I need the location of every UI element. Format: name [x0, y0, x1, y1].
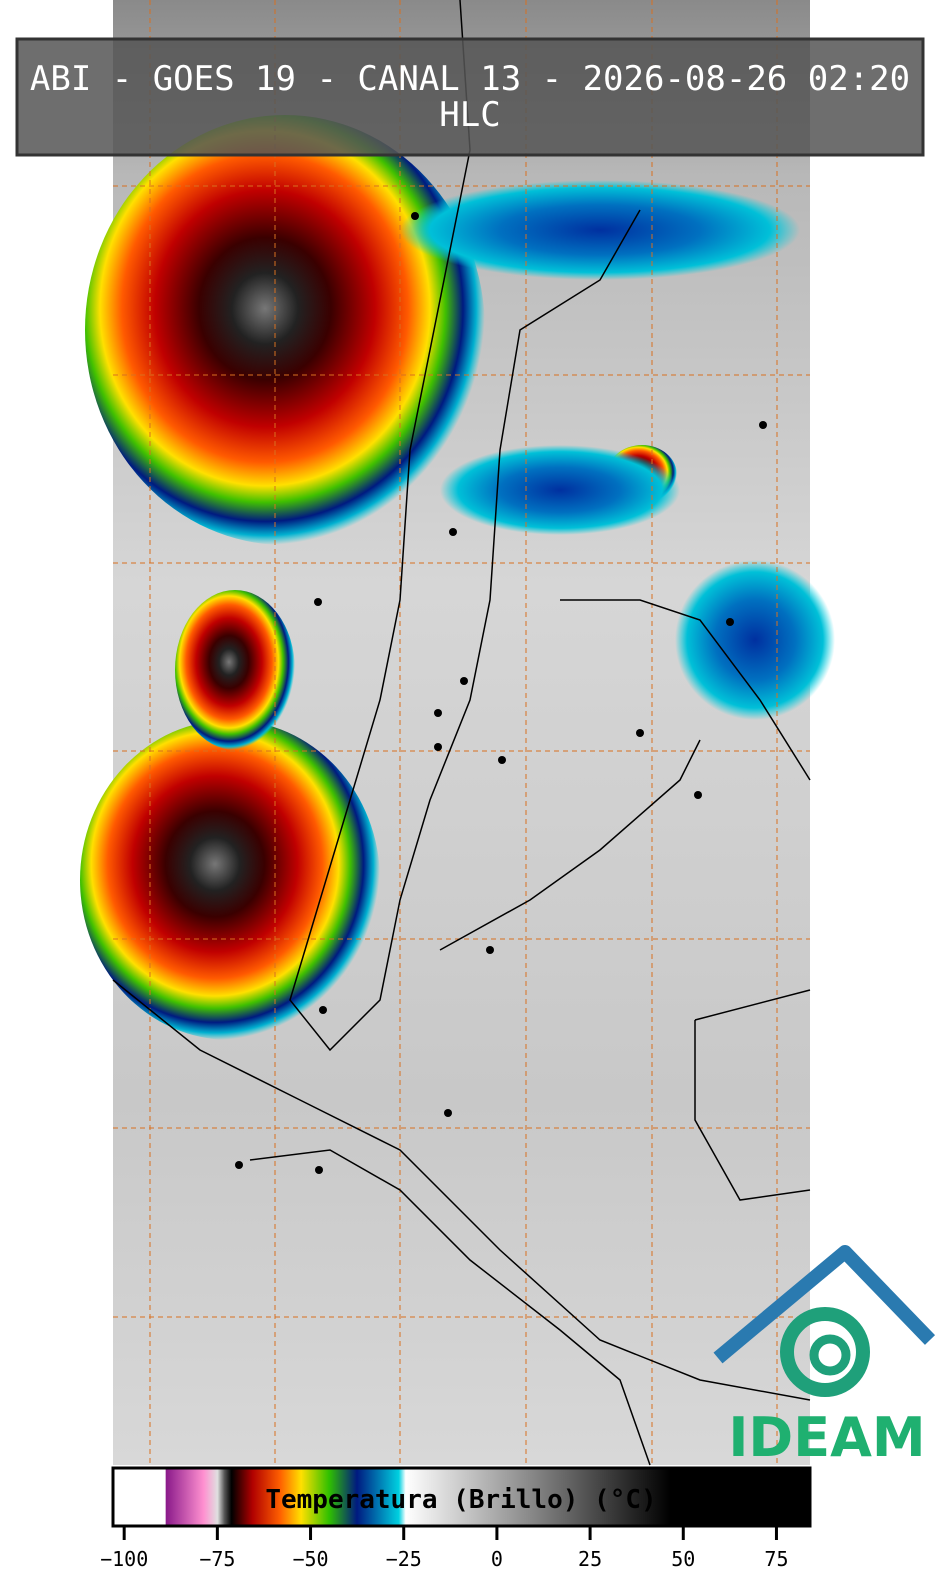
cloud-patch: [400, 180, 800, 280]
header-box: [15, 37, 925, 157]
colorbar-tick-label: 50: [671, 1547, 695, 1571]
borders: [112, 0, 811, 1466]
logo-text: IDEAM: [728, 1406, 925, 1469]
colorbar-tick-label: −100: [100, 1547, 148, 1571]
storm-cell: [175, 590, 295, 750]
city-markers: [235, 212, 767, 1174]
colorbar-label: Temperatura (Brillo) (°C): [265, 1485, 656, 1515]
colorbar-tick-label: −75: [199, 1547, 235, 1571]
subtitle: HLC: [439, 95, 500, 135]
storm-cell: [80, 720, 380, 1040]
storm-cell: [85, 115, 485, 545]
title: ABI - GOES 19 - CANAL 13 - 2026-08-26 02…: [30, 59, 910, 99]
colorbar-tick-label: −50: [292, 1547, 328, 1571]
colorbar-tick-label: −25: [386, 1547, 422, 1571]
colorbar-tick-label: 0: [491, 1547, 503, 1571]
colorbar-tick-label: 75: [764, 1547, 788, 1571]
colorbar-tick-label: 25: [578, 1547, 602, 1571]
logo: IDEAM: [713, 1245, 936, 1469]
cloud-patch: [440, 445, 680, 535]
colorbar: [111, 1466, 812, 1528]
cloud-patch: [675, 560, 835, 720]
